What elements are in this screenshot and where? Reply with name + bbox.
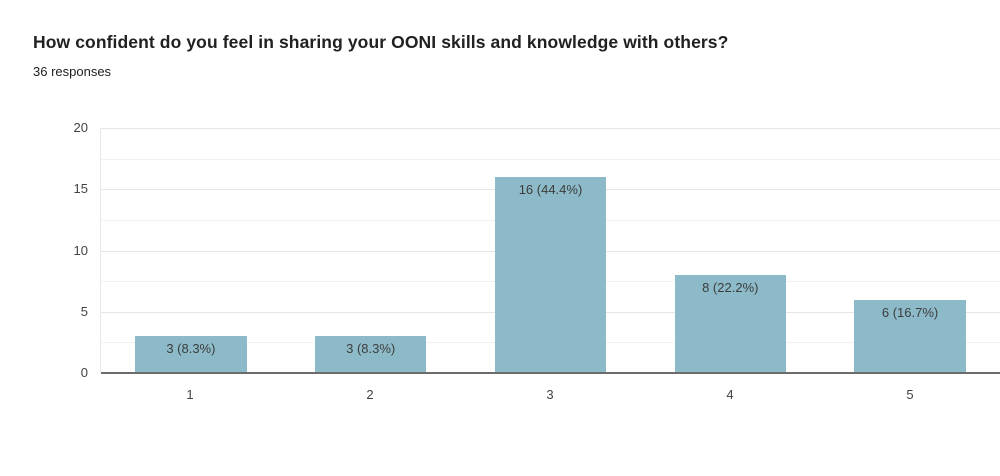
bar-category-2[interactable]: 3 (8.3%) (314, 336, 427, 373)
bar-value-label: 16 (44.4%) (518, 182, 583, 197)
response-count: 36 responses (33, 64, 112, 79)
bar-slot: 6 (16.7%) (820, 128, 1000, 373)
y-axis-tick-label: 5 (80, 303, 88, 319)
y-axis-tick-label: 0 (80, 365, 88, 380)
bar-slot: 16 (44.4%) (461, 128, 641, 373)
bar-value-label: 3 (8.3%) (346, 341, 396, 357)
gridline (101, 128, 1000, 129)
x-axis-tick-label: 2 (366, 387, 374, 402)
bar-chart: 0 5 10 15 20 3 (8.3%) 3 (8.3%) 16 (44.4%) 8 (22… (0, 120, 1000, 418)
x-axis-tick-label: 1 (186, 387, 194, 402)
x-axis-tick-label: 5 (906, 387, 914, 402)
bar-slot: 8 (22.2%) (640, 128, 820, 373)
bar-value-label: 3 (8.3%) (166, 341, 216, 357)
question-title: How confident do you feel in sharing you… (33, 32, 729, 52)
bar-slot: 3 (8.3%) (101, 128, 281, 373)
x-axis-tick-label: 4 (726, 387, 734, 402)
y-axis-tick-label: 10 (73, 242, 88, 258)
x-axis: 1 2 3 4 5 (100, 375, 1000, 402)
bar-slot: 3 (8.3%) (281, 128, 461, 373)
bar-category-3[interactable]: 16 (44.4%) (494, 177, 607, 373)
plot-area: 3 (8.3%) 3 (8.3%) 16 (44.4%) 8 (22.2%) 6 (16… (100, 128, 1000, 374)
x-axis-line (101, 372, 1000, 374)
x-axis-tick-label: 3 (546, 387, 554, 402)
bar-value-label: 6 (16.7%) (881, 304, 939, 320)
bar-value-label: 8 (22.2%) (702, 280, 759, 295)
gridline (101, 158, 1000, 160)
y-axis-tick-label: 20 (73, 120, 88, 135)
bar-category-4[interactable]: 8 (22.2%) (674, 275, 787, 373)
bars-container: 3 (8.3%) 3 (8.3%) 16 (44.4%) 8 (22.2%) 6 (16… (101, 128, 1000, 373)
bar-category-5[interactable]: 6 (16.7%) (854, 299, 966, 373)
y-axis-tick-label: 15 (73, 181, 88, 197)
y-axis: 0 5 10 15 20 (0, 120, 88, 380)
bar-category-1[interactable]: 3 (8.3%) (135, 336, 247, 373)
